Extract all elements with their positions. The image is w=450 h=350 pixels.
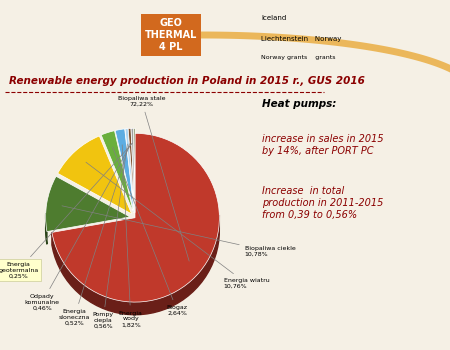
- Text: Heat pumps:: Heat pumps:: [262, 99, 337, 109]
- Text: Biopaliwa ciekle
10,78%: Biopaliwa ciekle 10,78%: [62, 206, 296, 257]
- Text: Energia
geotermalna
0,25%: Energia geotermalna 0,25%: [0, 143, 133, 278]
- Polygon shape: [52, 215, 219, 315]
- Wedge shape: [125, 128, 135, 213]
- Wedge shape: [131, 128, 135, 213]
- Text: Renewable energy production in Poland in 2015 r., GUS 2016: Renewable energy production in Poland in…: [9, 76, 365, 85]
- Text: Biogaz
2,64%: Biogaz 2,64%: [112, 147, 188, 316]
- Text: Odpady
komunalne
0,46%: Odpady komunalne 0,46%: [25, 144, 131, 310]
- Text: Energia
sloneczna
0,52%: Energia sloneczna 0,52%: [58, 144, 130, 326]
- Text: Energia wiatru
10,76%: Energia wiatru 10,76%: [86, 162, 270, 289]
- Text: Pompy
ciepla
0,56%: Pompy ciepla 0,56%: [92, 144, 127, 329]
- Text: Biopaliwa stale
72,22%: Biopaliwa stale 72,22%: [118, 96, 189, 261]
- Text: Iceland: Iceland: [261, 14, 286, 21]
- Wedge shape: [115, 129, 134, 213]
- Wedge shape: [134, 128, 135, 213]
- Polygon shape: [45, 213, 47, 244]
- Text: Increase  in total
production in 2011-2015
from 0,39 to 0,56%: Increase in total production in 2011-201…: [262, 187, 384, 220]
- Wedge shape: [101, 131, 134, 213]
- Text: Energia
wody
1,82%: Energia wody 1,82%: [119, 145, 143, 327]
- Wedge shape: [128, 128, 135, 213]
- Wedge shape: [58, 136, 131, 214]
- Text: increase in sales in 2015
by 14%, after PORT PC: increase in sales in 2015 by 14%, after …: [262, 134, 384, 156]
- Text: Norway grants    grants: Norway grants grants: [261, 55, 336, 60]
- Wedge shape: [52, 133, 219, 302]
- Wedge shape: [45, 176, 130, 232]
- Text: Liechtenstein   Norway: Liechtenstein Norway: [261, 35, 342, 42]
- Text: GEO
THERMAL
4 PL: GEO THERMAL 4 PL: [145, 19, 197, 51]
